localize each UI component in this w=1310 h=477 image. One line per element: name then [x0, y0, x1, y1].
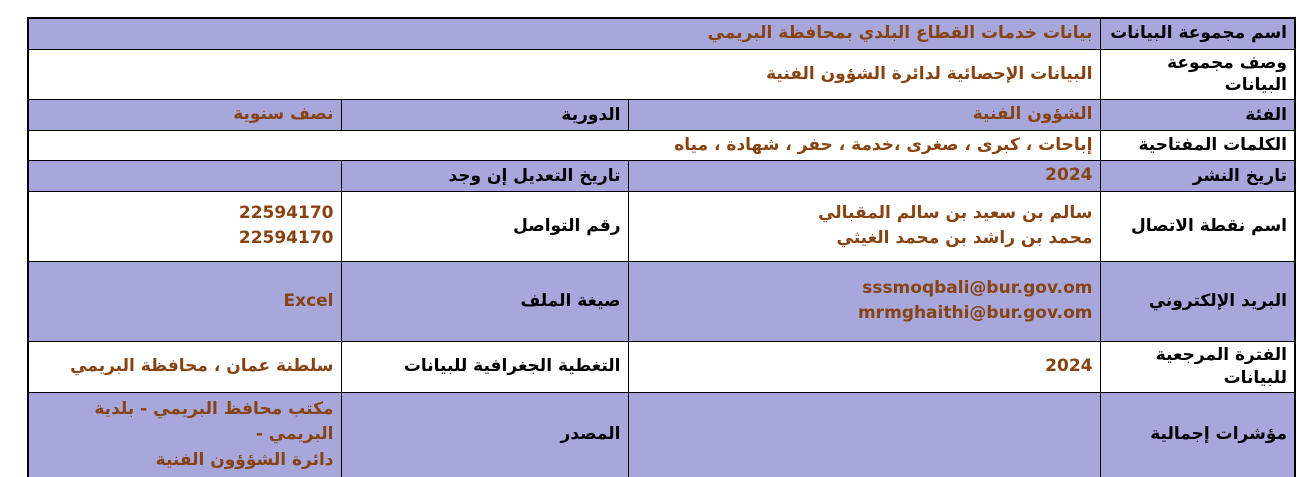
- cell-value-contact-number: 22594170 22594170: [27, 190, 342, 262]
- cell-value-email: sssmoqbali@bur.gov.om mrmghaithi@bur.gov…: [627, 260, 1101, 342]
- cell-label-total-indicators: مؤشرات إجمالية: [1099, 391, 1296, 477]
- cell-label-file-format: صيغة الملف: [340, 260, 629, 342]
- cell-label-category: الفئة: [1099, 99, 1296, 131]
- cell-value-contact-name: سالم بن سعيد بن سالم المقبالي محمد بن را…: [627, 190, 1101, 262]
- cell-value-modified-date: [27, 160, 342, 192]
- cell-value-file-format: Excel: [27, 260, 342, 342]
- cell-value-geo-coverage: سلطنة عمان ، محافظة البريمي: [27, 340, 342, 393]
- cell-label-publish-date: تاريخ النشر: [1099, 160, 1296, 192]
- cell-value-publish-date: 2024: [627, 160, 1101, 192]
- row-total-indicators-source: مؤشرات إجمالية المصدر مكتب محافظ البريمي…: [27, 391, 1296, 477]
- cell-value-periodicity: نصف سنوية: [27, 99, 342, 131]
- row-email-file-format: البريد الإلكتروني sssmoqbali@bur.gov.om …: [27, 260, 1296, 342]
- cell-value-dataset-description: البيانات الإحصائية لدائرة الشؤون الفنية: [27, 48, 1101, 101]
- row-dataset-description: وصف مجموعة البيانات البيانات الإحصائية ل…: [27, 48, 1296, 101]
- row-contact-name-number: اسم نقطة الاتصال سالم بن سعيد بن سالم ال…: [27, 190, 1296, 262]
- dataset-metadata-table: اسم مجموعة البيانات بيانات خدمات القطاع …: [26, 17, 1296, 477]
- cell-label-periodicity: الدورية: [340, 99, 629, 131]
- cell-value-reference-period: 2024: [627, 340, 1101, 393]
- row-dataset-name: اسم مجموعة البيانات بيانات خدمات القطاع …: [27, 17, 1296, 50]
- cell-label-dataset-name: اسم مجموعة البيانات: [1099, 17, 1296, 50]
- cell-label-keywords: الكلمات المفتاحية: [1099, 129, 1296, 162]
- cell-label-contact-number: رقم التواصل: [340, 190, 629, 262]
- cell-label-dataset-description: وصف مجموعة البيانات: [1099, 48, 1296, 101]
- row-publish-date-modified-date: تاريخ النشر 2024 تاريخ التعديل إن وجد: [27, 160, 1296, 192]
- cell-label-reference-period: الفترة المرجعية للبيانات: [1099, 340, 1296, 393]
- cell-label-email: البريد الإلكتروني: [1099, 260, 1296, 342]
- cell-value-keywords: إباحات ، كبرى ، صغرى ،خدمة ، حفر ، شهادة…: [27, 129, 1101, 162]
- cell-label-modified-date: تاريخ التعديل إن وجد: [340, 160, 629, 192]
- cell-value-total-indicators: [627, 391, 1101, 477]
- cell-value-category: الشؤون الفنية: [627, 99, 1101, 131]
- cell-label-contact-name: اسم نقطة الاتصال: [1099, 190, 1296, 262]
- cell-value-source: مكتب محافظ البريمي - بلدية البريمي - دائ…: [27, 391, 342, 477]
- cell-value-dataset-name: بيانات خدمات القطاع البلدي بمحافظة البري…: [27, 17, 1101, 50]
- cell-label-geo-coverage: التغطية الجغرافية للبيانات: [340, 340, 629, 393]
- row-keywords: الكلمات المفتاحية إباحات ، كبرى ، صغرى ،…: [27, 129, 1296, 162]
- row-category-periodicity: الفئة الشؤون الفنية الدورية نصف سنوية: [27, 99, 1296, 131]
- row-reference-period-geo-coverage: الفترة المرجعية للبيانات 2024 التغطية ال…: [27, 340, 1296, 393]
- cell-label-source: المصدر: [340, 391, 629, 477]
